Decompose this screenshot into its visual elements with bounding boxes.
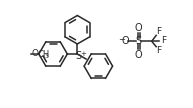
Text: +: + — [80, 51, 86, 57]
Text: S: S — [135, 36, 141, 46]
Text: O: O — [122, 36, 130, 46]
Text: O: O — [135, 50, 142, 60]
Text: F: F — [156, 46, 162, 55]
Text: O: O — [31, 49, 38, 59]
Text: CH: CH — [38, 50, 50, 59]
Text: F: F — [156, 27, 162, 36]
Text: −: − — [118, 35, 125, 44]
Text: O: O — [135, 23, 142, 33]
Text: F: F — [161, 36, 166, 45]
Text: S: S — [76, 51, 82, 61]
Text: 3: 3 — [45, 54, 49, 59]
